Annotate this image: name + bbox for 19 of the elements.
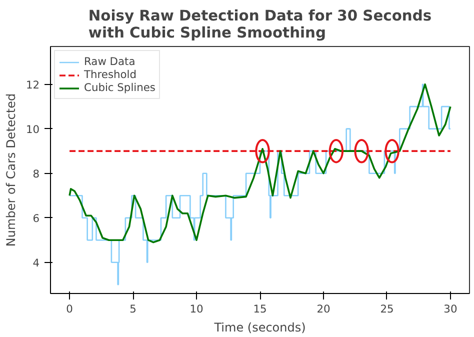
y-tick-label: 6 [32, 212, 40, 225]
x-tick-label: 25 [380, 302, 394, 316]
y-tick-label: 8 [32, 167, 40, 180]
x-tick-label: 20 [316, 302, 330, 316]
x-tick-label: 0 [66, 302, 74, 316]
legend-label: Threshold [84, 68, 137, 81]
legend-label: Cubic Splines [84, 81, 156, 94]
x-axis-title: Time (seconds) [213, 320, 306, 334]
y-axis-title: Number of Cars Detected [4, 93, 18, 247]
x-tick-label: 15 [253, 302, 267, 316]
y-tick-label: 12 [26, 78, 40, 92]
y-tick-label: 10 [26, 122, 40, 136]
legend-label: Raw Data [84, 55, 136, 68]
x-tick-label: 5 [130, 302, 136, 316]
line-series [68, 83, 452, 244]
x-tick-label: 30 [444, 302, 458, 316]
y-tick-label: 4 [32, 256, 40, 270]
x-tick-label: 10 [190, 302, 204, 316]
chart-title: Noisy Raw Detection Data for 30 Seconds with Cubic Spline Smoothing [88, 8, 432, 42]
